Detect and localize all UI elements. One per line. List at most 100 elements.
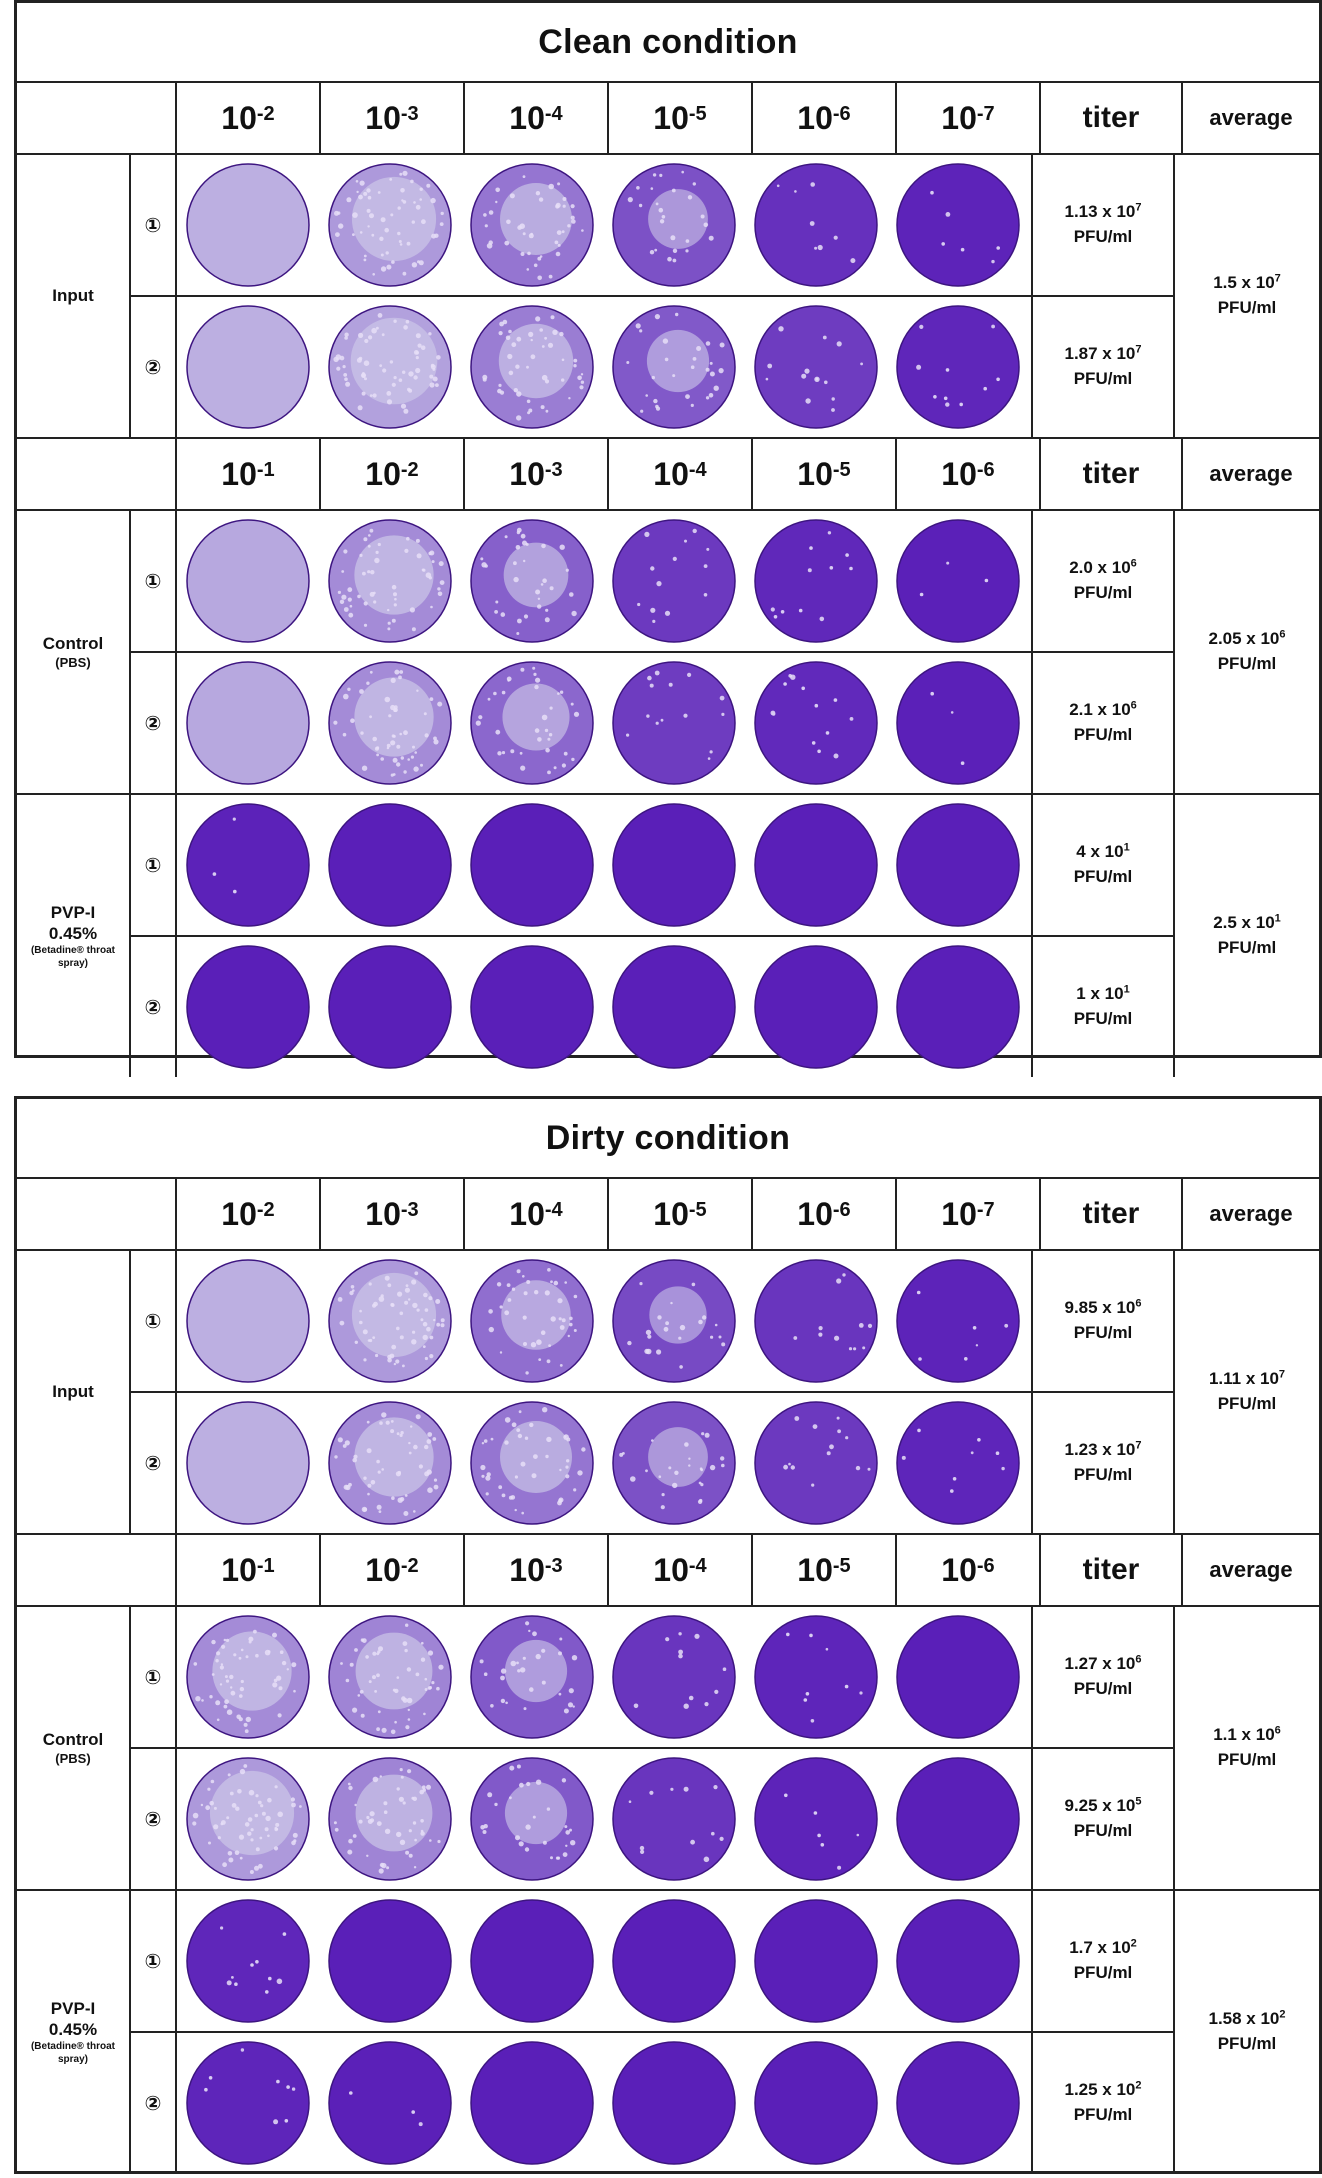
average-header: average bbox=[1209, 461, 1293, 486]
plaque bbox=[498, 331, 503, 336]
plaque bbox=[814, 246, 818, 250]
plaque-plate bbox=[612, 945, 736, 1069]
plaque bbox=[719, 1836, 724, 1841]
plaque bbox=[506, 1283, 511, 1287]
plaque bbox=[490, 1437, 494, 1441]
sample-block: PVP-I 0.45% (Betadine® throat spray) ① 1.7 x… bbox=[17, 1891, 1319, 2173]
plaque bbox=[930, 190, 934, 195]
sample-name: Control bbox=[42, 1730, 104, 1750]
plaque bbox=[820, 1843, 825, 1847]
plaque bbox=[483, 1672, 488, 1676]
titer-exponent: 2 bbox=[1130, 1937, 1137, 1950]
plaque bbox=[398, 378, 403, 382]
plaque bbox=[664, 357, 669, 362]
plaque bbox=[413, 1866, 417, 1869]
plate-well bbox=[754, 1259, 878, 1383]
plaque bbox=[245, 1716, 251, 1723]
plate-cell bbox=[603, 653, 745, 793]
plaque bbox=[540, 583, 544, 586]
plaque bbox=[817, 749, 821, 754]
titer-value: 9.85 x 106 PFU/ml bbox=[1033, 1251, 1173, 1391]
plaque bbox=[541, 1648, 546, 1653]
replicate-row: ① 1.13 x 107 PFU/ml bbox=[131, 155, 1173, 297]
plaque bbox=[255, 1653, 259, 1658]
dilution-base: 10 bbox=[509, 455, 545, 492]
plaque bbox=[406, 1667, 412, 1672]
plaque bbox=[515, 545, 521, 550]
plaque-plate bbox=[754, 1615, 878, 1739]
plaque bbox=[361, 391, 366, 396]
plaque bbox=[687, 195, 693, 200]
plaque-plate bbox=[186, 1757, 310, 1881]
plaque bbox=[363, 191, 368, 196]
plate-cell bbox=[461, 795, 603, 935]
plaque bbox=[404, 1494, 408, 1497]
plate-cell bbox=[177, 653, 319, 793]
dilution-header-row: 10 -1 10 -2 10 -3 10 -4 10 -5 10 -6 titer average bbox=[17, 439, 1319, 511]
plaque bbox=[626, 361, 630, 364]
plaque bbox=[535, 316, 541, 322]
plate-well bbox=[186, 2041, 310, 2165]
plaque bbox=[504, 535, 508, 539]
plaque bbox=[678, 1336, 682, 1340]
plaque bbox=[382, 368, 387, 373]
plaque bbox=[391, 382, 396, 387]
plaque bbox=[845, 1436, 849, 1440]
dilution-exponent: -5 bbox=[688, 102, 707, 125]
plaque bbox=[684, 1442, 689, 1447]
plaque bbox=[412, 1330, 416, 1334]
plaque bbox=[404, 1648, 408, 1653]
header-spacer bbox=[17, 439, 177, 509]
plaque bbox=[557, 1500, 562, 1506]
plaque bbox=[414, 1838, 417, 1842]
plaque bbox=[391, 584, 397, 590]
plaque bbox=[538, 197, 544, 202]
plaque bbox=[681, 170, 684, 174]
plaque bbox=[570, 702, 574, 706]
plaque bbox=[547, 1268, 551, 1272]
plaque bbox=[565, 1844, 568, 1847]
plaque bbox=[359, 1309, 362, 1313]
plaque bbox=[244, 1729, 249, 1734]
plaque bbox=[690, 365, 695, 369]
plaque bbox=[431, 233, 437, 239]
plaque bbox=[381, 1862, 387, 1869]
plaque bbox=[367, 195, 372, 200]
plate-cell bbox=[319, 653, 461, 793]
lysis-zone bbox=[648, 1427, 708, 1487]
plate-well bbox=[186, 1899, 310, 2023]
plaque bbox=[432, 1437, 437, 1441]
plaque bbox=[376, 1673, 380, 1678]
plaque bbox=[523, 614, 529, 619]
plaque bbox=[649, 683, 654, 688]
average-number: 1.11 x 107 bbox=[1209, 1367, 1285, 1392]
plaque bbox=[525, 1824, 531, 1830]
plaque bbox=[413, 766, 419, 772]
plaque bbox=[254, 1813, 259, 1818]
plaque bbox=[424, 1444, 429, 1450]
plaque bbox=[537, 604, 542, 609]
plaque bbox=[495, 729, 501, 735]
plaque bbox=[645, 394, 648, 397]
plate-well bbox=[896, 1259, 1020, 1383]
plate-well bbox=[754, 305, 878, 429]
plaque bbox=[856, 1833, 860, 1837]
plaque bbox=[930, 691, 934, 696]
average-header: average bbox=[1209, 1557, 1293, 1582]
plaque bbox=[243, 1764, 248, 1768]
plaque-plate bbox=[328, 2041, 452, 2165]
dilution-header: 10 -5 bbox=[753, 439, 897, 509]
plaque bbox=[520, 1461, 526, 1467]
plaque bbox=[279, 1650, 284, 1654]
plaque bbox=[516, 632, 520, 635]
titer-unit: PFU/ml bbox=[1073, 2105, 1133, 2124]
plaque bbox=[240, 1648, 244, 1652]
replicates: ① 1.27 x 106 PFU/ml ② 9.25 x 105 PFU/ml bbox=[131, 1607, 1173, 1889]
plaque bbox=[413, 375, 418, 380]
plaque bbox=[192, 1812, 199, 1819]
plaque bbox=[359, 231, 363, 234]
plaque bbox=[397, 1291, 403, 1297]
dilution-base: 10 bbox=[365, 455, 401, 492]
plaque bbox=[497, 751, 502, 756]
plaque bbox=[569, 1322, 573, 1327]
